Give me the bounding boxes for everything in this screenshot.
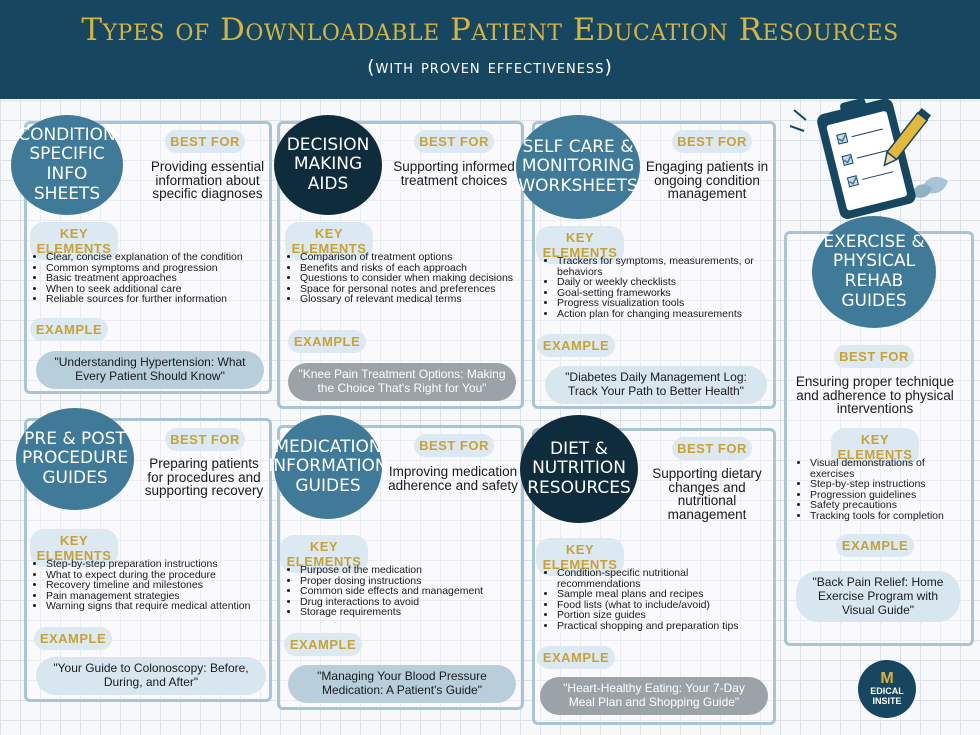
best-for-label: BEST FOR (165, 130, 245, 153)
list-item: What to expect during the procedure (46, 569, 274, 581)
card-title-condition: CONDITION SPECIFIC INFO SHEETS (11, 115, 123, 215)
key-elements-label: KEY ELEMENTS (536, 226, 624, 264)
list-item: Comparison of treatment options (300, 252, 518, 263)
list-item: Progression guidelines (810, 489, 970, 501)
example-text: "Back Pain Relief: Home Exercise Program… (796, 571, 960, 623)
list-item: Recovery timeline and milestones (46, 580, 274, 591)
list-item: Step-by-step instructions (810, 479, 970, 490)
example-label: EXAMPLE (537, 334, 615, 357)
list-item: Safety precautions (810, 500, 970, 511)
list-item: Tracking tools for completion (810, 510, 970, 522)
example-label: EXAMPLE (30, 318, 108, 341)
key-elements-label: KEY ELEMENTS (536, 538, 624, 576)
key-elements-label: KEY ELEMENTS (30, 529, 118, 567)
card-title-decision: DECISION MAKING AIDS (274, 115, 382, 215)
best-for-text: Preparing patients for procedures and su… (144, 456, 264, 498)
logo-mark: M (880, 670, 894, 688)
list-item: Progress visualization tools (557, 298, 773, 309)
page-subtitle: (with proven effectiveness) (367, 56, 613, 78)
card-title-medication: MEDICATION INFORMATION GUIDES (268, 415, 388, 519)
best-for-label: BEST FOR (414, 434, 494, 457)
list-item: Questions to consider when making decisi… (300, 273, 518, 284)
list-item: Condition-specific nutritional recommend… (557, 568, 773, 589)
list-item: Step-by-step preparation instructions (46, 559, 274, 570)
card-title-self-care: SELF CARE & MONITORING WORKSHEETS (516, 115, 640, 219)
key-elements-list: Comparison of treatment options Benefits… (288, 252, 518, 305)
example-text: "Managing Your Blood Pressure Medication… (288, 665, 516, 703)
list-item: Purpose of the medication (300, 565, 520, 576)
list-item: Common symptoms and progression (46, 262, 274, 274)
list-item: Storage requirements (300, 607, 520, 618)
list-item: Space for personal notes and preferences (300, 283, 518, 295)
list-item: Practical shopping and preparation tips (557, 620, 773, 632)
list-item: Pain management strategies (46, 590, 274, 602)
example-text: "Understanding Hypertension: What Every … (36, 351, 264, 389)
list-item: Action plan for changing measurements (557, 308, 773, 320)
best-for-label: BEST FOR (672, 437, 752, 460)
best-for-text: Supporting informed treatment choices (393, 159, 515, 188)
best-for-label: BEST FOR (834, 345, 914, 368)
list-item: Food lists (what to include/avoid) (557, 599, 773, 611)
key-elements-list: Condition-specific nutritional recommend… (545, 568, 773, 631)
example-label: EXAMPLE (537, 646, 615, 669)
card-title-procedure: PRE & POST PROCEDURE GUIDES (16, 408, 134, 510)
best-for-label: BEST FOR (165, 428, 245, 451)
key-elements-list: Purpose of the medication Proper dosing … (288, 565, 520, 618)
best-for-text: Providing essential information about sp… (150, 159, 265, 201)
key-elements-label: KEY ELEMENTS (30, 222, 118, 260)
key-elements-list: Clear, concise explanation of the condit… (34, 252, 274, 305)
example-text: "Your Guide to Colonoscopy: Before, Duri… (36, 657, 266, 695)
list-item: Basic treatment approaches (46, 273, 274, 284)
list-item: Reliable sources for further information (46, 294, 274, 305)
example-text: "Diabetes Daily Management Log: Track Yo… (545, 366, 767, 404)
logo-line-1: EDICAL (870, 686, 904, 697)
best-for-text: Ensuring proper technique and adherence … (795, 374, 955, 416)
example-label: EXAMPLE (284, 633, 362, 656)
key-elements-label: KEY ELEMENTS (280, 535, 368, 573)
page-title: Types of Downloadable Patient Education … (81, 12, 899, 48)
list-item: Daily or weekly checklists (557, 277, 773, 288)
example-label: EXAMPLE (34, 627, 112, 650)
medical-insite-logo: M EDICAL INSITE (858, 660, 916, 718)
example-label: EXAMPLE (288, 330, 366, 353)
list-item: Sample meal plans and recipes (557, 589, 773, 600)
clipboard-icon (790, 98, 948, 219)
best-for-text: Supporting dietary changes and nutrition… (652, 466, 762, 522)
list-item: Trackers for symptoms, measurements, or … (557, 256, 773, 277)
best-for-text: Engaging patients in ongoing condition m… (645, 159, 769, 201)
list-item: Proper dosing instructions (300, 575, 520, 587)
key-elements-label: KEY ELEMENTS (285, 222, 373, 260)
list-item: Glossary of relevant medical terms (300, 294, 518, 305)
header-banner: Types of Downloadable Patient Education … (0, 0, 980, 99)
list-item: Goal-setting frameworks (557, 287, 773, 299)
key-elements-list: Step-by-step preparation instructions Wh… (34, 559, 274, 612)
best-for-label: BEST FOR (414, 130, 494, 153)
list-item: When to seek additional care (46, 283, 274, 295)
example-label: EXAMPLE (836, 534, 914, 557)
list-item: Drug interactions to avoid (300, 596, 520, 608)
list-item: Warning signs that require medical atten… (46, 601, 274, 612)
list-item: Visual demonstrations of exercises (810, 458, 970, 479)
card-title-diet: DIET & NUTRITION RESOURCES (520, 415, 638, 523)
list-item: Portion size guides (557, 610, 773, 621)
key-elements-label: KEY ELEMENTS (831, 428, 919, 466)
example-text: "Heart-Healthy Eating: Your 7-Day Meal P… (540, 677, 768, 715)
key-elements-list: Visual demonstrations of exercises Step-… (798, 458, 970, 521)
list-item: Clear, concise explanation of the condit… (46, 252, 274, 263)
key-elements-list: Trackers for symptoms, measurements, or … (545, 256, 773, 319)
logo-line-2: INSITE (872, 696, 902, 706)
example-text: "Knee Pain Treatment Options: Making the… (288, 363, 516, 401)
best-for-label: BEST FOR (672, 130, 752, 153)
best-for-text: Improving medication adherence and safet… (388, 464, 518, 493)
list-item: Common side effects and management (300, 586, 520, 597)
card-title-exercise: EXERCISE & PHYSICAL REHAB GUIDES (812, 216, 936, 328)
list-item: Benefits and risks of each approach (300, 262, 518, 274)
